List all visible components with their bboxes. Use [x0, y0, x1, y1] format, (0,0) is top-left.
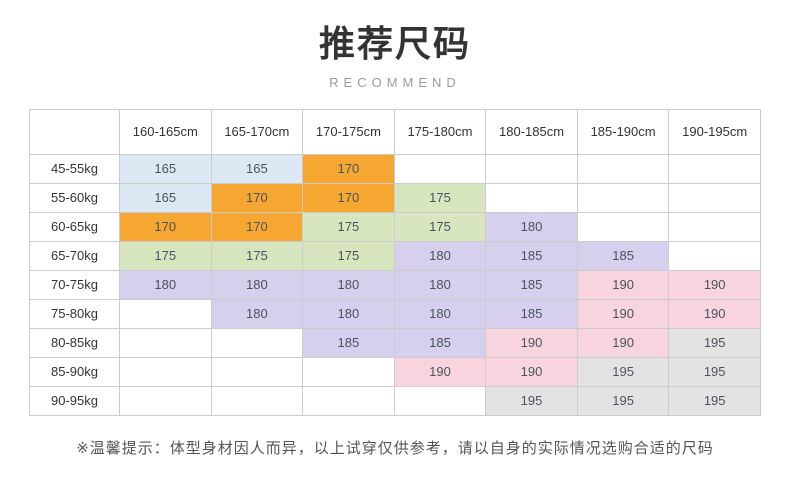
- size-cell: 190: [576, 269, 670, 300]
- empty-cell: [485, 153, 578, 184]
- height-column-header: 185-190cm: [576, 108, 670, 155]
- empty-cell: [576, 182, 670, 213]
- page-title: 推荐尺码: [318, 23, 471, 64]
- table-row: 60-65kg 170 170 175 175 180: [29, 211, 761, 242]
- size-cell: 190: [668, 269, 761, 300]
- size-cell: 175: [302, 211, 395, 242]
- size-chart-table: 160-165cm 165-170cm 170-175cm 175-180cm 180-…: [29, 108, 761, 416]
- size-cell: 180: [393, 269, 487, 300]
- size-cell: 180: [302, 298, 395, 329]
- size-cell: 180: [485, 211, 578, 242]
- empty-cell: [302, 356, 395, 387]
- size-cell: 190: [576, 327, 670, 358]
- size-cell: 180: [210, 269, 304, 300]
- weight-row-header: 90-95kg: [29, 385, 120, 416]
- size-cell: 180: [119, 269, 212, 300]
- size-cell: 190: [485, 327, 578, 358]
- size-cell: 175: [393, 211, 487, 242]
- height-column-header: 175-180cm: [393, 108, 487, 155]
- table-header: 160-165cm 165-170cm 170-175cm 175-180cm 180-…: [29, 108, 761, 155]
- size-cell: 175: [119, 240, 212, 271]
- size-cell: 195: [668, 356, 761, 387]
- size-cell: 170: [210, 182, 304, 213]
- size-cell: 185: [576, 240, 670, 271]
- table-row: 45-55kg 165 165 170: [29, 153, 761, 184]
- size-cell: 190: [393, 356, 487, 387]
- table-row: 55-60kg 165 170 170 175: [29, 182, 761, 213]
- empty-cell: [210, 356, 304, 387]
- height-column-header: 160-165cm: [119, 108, 212, 155]
- table-row: 80-85kg 185 185 190 190 195: [29, 327, 761, 358]
- table-row: 85-90kg 190 190 195 195: [29, 356, 761, 387]
- size-cell: 175: [393, 182, 487, 213]
- size-cell: 195: [668, 385, 761, 416]
- size-cell: 175: [210, 240, 304, 271]
- size-cell: 185: [485, 240, 578, 271]
- table-row: 75-80kg 180 180 180 185 190 190: [29, 298, 761, 329]
- size-cell: 185: [485, 298, 578, 329]
- corner-cell: [29, 108, 120, 155]
- height-column-header: 190-195cm: [668, 108, 761, 155]
- weight-row-header: 85-90kg: [29, 356, 120, 387]
- size-cell: 190: [576, 298, 670, 329]
- size-cell: 165: [119, 153, 212, 184]
- weight-row-header: 45-55kg: [29, 153, 120, 184]
- size-cell: 195: [576, 356, 670, 387]
- table-header-row: 160-165cm 165-170cm 170-175cm 175-180cm 180-…: [29, 108, 761, 155]
- empty-cell: [119, 298, 212, 329]
- size-cell: 175: [302, 240, 395, 271]
- empty-cell: [668, 153, 761, 184]
- empty-cell: [393, 385, 487, 416]
- size-cell: 180: [393, 298, 487, 329]
- table-row: 70-75kg 180 180 180 180 185 190 190: [29, 269, 761, 300]
- size-cell: 185: [485, 269, 578, 300]
- height-column-header: 165-170cm: [210, 108, 304, 155]
- weight-row-header: 80-85kg: [29, 327, 120, 358]
- weight-row-header: 75-80kg: [29, 298, 120, 329]
- empty-cell: [485, 182, 578, 213]
- size-cell: 190: [668, 298, 761, 329]
- size-cell: 170: [210, 211, 304, 242]
- empty-cell: [576, 153, 670, 184]
- size-cell: 170: [302, 153, 395, 184]
- empty-cell: [210, 327, 304, 358]
- empty-cell: [119, 327, 212, 358]
- table-row: 65-70kg 175 175 175 180 185 185: [29, 240, 761, 271]
- size-cell: 165: [210, 153, 304, 184]
- size-cell: 190: [485, 356, 578, 387]
- footer-note: ※温馨提示：体型身材因人而异，以上试穿仅供参考，请以自身的实际情况选购合适的尺码: [76, 439, 714, 457]
- empty-cell: [668, 240, 761, 271]
- empty-cell: [576, 211, 670, 242]
- size-cell: 195: [576, 385, 670, 416]
- size-cell: 170: [302, 182, 395, 213]
- empty-cell: [668, 211, 761, 242]
- empty-cell: [668, 182, 761, 213]
- size-cell: 185: [302, 327, 395, 358]
- size-cell: 165: [119, 182, 212, 213]
- size-recommendation-panel: 推荐尺码 RECOMMEND 160-165cm 165-170cm 170-175…: [29, 23, 761, 457]
- size-cell: 195: [668, 327, 761, 358]
- table-body: 45-55kg 165 165 170 55-60kg 165 170 170 175 60-65…: [29, 153, 761, 416]
- size-cell: 180: [393, 240, 487, 271]
- size-cell: 180: [302, 269, 395, 300]
- empty-cell: [119, 356, 212, 387]
- weight-row-header: 65-70kg: [29, 240, 120, 271]
- weight-row-header: 60-65kg: [29, 211, 120, 242]
- empty-cell: [119, 385, 212, 416]
- size-cell: 170: [119, 211, 212, 242]
- page-subtitle: RECOMMEND: [329, 74, 461, 90]
- height-column-header: 180-185cm: [485, 108, 578, 155]
- height-column-header: 170-175cm: [302, 108, 395, 155]
- size-cell: 185: [393, 327, 487, 358]
- weight-row-header: 55-60kg: [29, 182, 120, 213]
- size-cell: 180: [210, 298, 304, 329]
- empty-cell: [210, 385, 304, 416]
- weight-row-header: 70-75kg: [29, 269, 120, 300]
- size-cell: 195: [485, 385, 578, 416]
- empty-cell: [302, 385, 395, 416]
- empty-cell: [393, 153, 487, 184]
- table-row: 90-95kg 195 195 195: [29, 385, 761, 416]
